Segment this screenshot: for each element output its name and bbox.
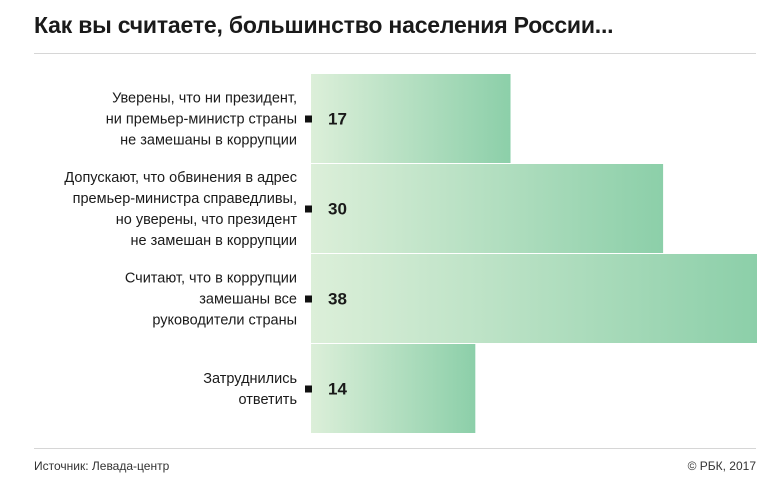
category-label: Затруднились ответить — [203, 371, 297, 408]
chart-title: Как вы считаете, большинство населения Р… — [34, 12, 614, 38]
copyright-note: © РБК, 2017 — [687, 459, 756, 473]
bar-marker — [305, 205, 312, 213]
category-label-line: премьер-министра справедливы, — [73, 191, 297, 207]
bar-marker — [305, 385, 312, 393]
top-divider — [34, 53, 756, 54]
bar-marker — [305, 295, 312, 303]
bar — [311, 254, 757, 343]
category-label-line: ни премьер-министр страны — [106, 112, 297, 128]
bar-value-label: 17 — [328, 110, 347, 129]
category-label: Уверены, что ни президент, ни премьер-мин… — [106, 91, 297, 149]
bar-value-label: 38 — [328, 290, 347, 309]
bottom-divider — [34, 448, 756, 449]
category-label-line: руководители страны — [152, 313, 297, 329]
category-label-line: Допускают, что обвинения в адрес — [64, 170, 297, 186]
category-label-line: Считают, что в коррупции — [125, 271, 297, 287]
category-label-line: замешаны все — [199, 292, 297, 308]
category-label-line: Затруднились — [203, 371, 297, 387]
category-label: Считают, что в коррупции замешаны все руко… — [125, 271, 297, 329]
bar — [311, 164, 664, 253]
bar — [311, 74, 511, 163]
category-label: Допускают, что обвинения в адрес премьер-… — [64, 170, 297, 249]
bar-value-label: 14 — [328, 380, 347, 399]
category-label-line: Уверены, что ни президент, — [112, 91, 297, 107]
bar-value-label: 30 — [328, 200, 347, 219]
category-label-line: но уверены, что президент — [116, 212, 298, 228]
category-label-line: ответить — [239, 392, 297, 408]
bar — [311, 344, 476, 433]
category-label-line: не замешан в коррупции — [131, 233, 297, 249]
source-note: Источник: Левада-центр — [34, 459, 170, 473]
category-label-line: не замешаны в коррупции — [120, 133, 297, 149]
bar-marker — [305, 115, 312, 123]
